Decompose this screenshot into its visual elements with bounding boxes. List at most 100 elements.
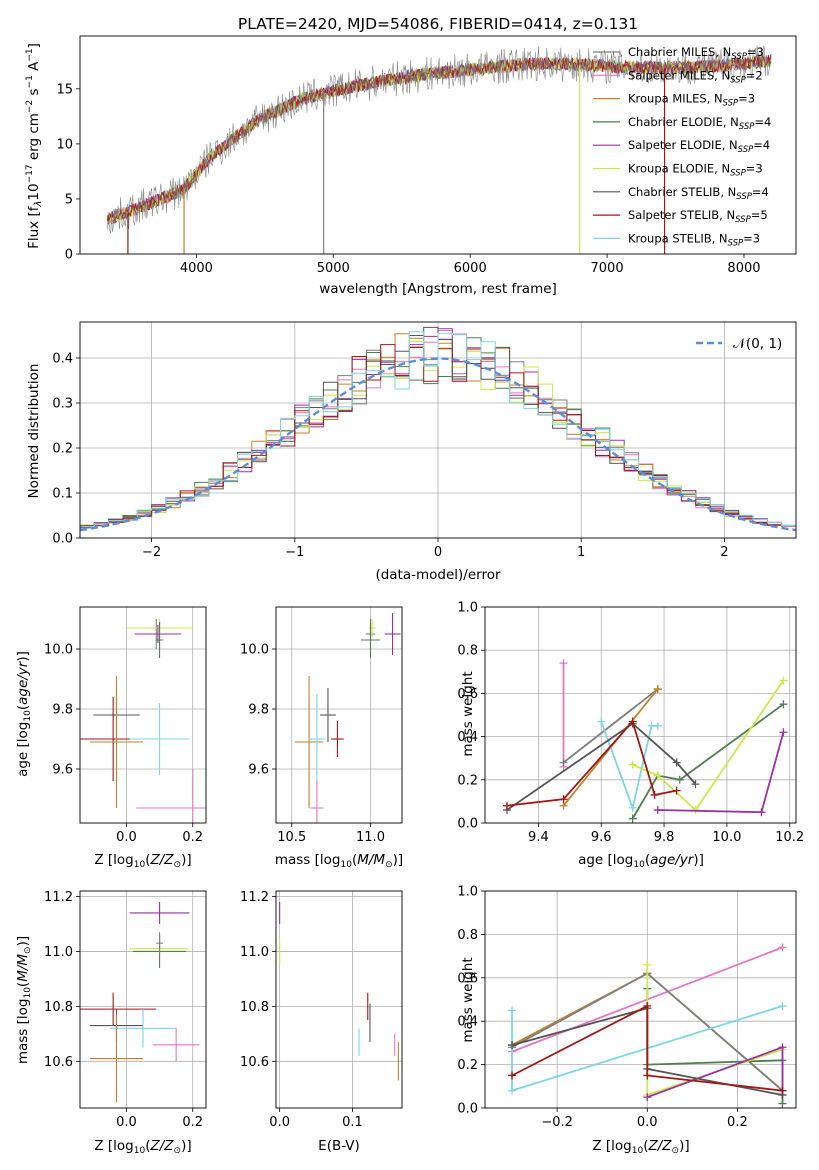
weight-z-marker-salpeter_stelib bbox=[508, 1071, 517, 1080]
age-ylabel: age [log10(age/yr)] bbox=[15, 651, 33, 777]
weight-age-line-chabrier_elodie bbox=[631, 703, 784, 820]
spectrum-ytick-label: 0 bbox=[65, 248, 73, 263]
z-xlabel-close: )] bbox=[181, 852, 192, 868]
age-ylabel-close: )] bbox=[15, 651, 31, 662]
mass-z-points bbox=[80, 901, 200, 1103]
weight-age-marker-salpeter_elodie bbox=[779, 728, 788, 737]
residuals-ylabel: Normed distribution bbox=[26, 364, 42, 499]
weight-z-xtick-label: 0.2 bbox=[727, 1115, 748, 1130]
legend-label-kroupa_miles: Kroupa MILES, NSSP=3 bbox=[628, 92, 755, 109]
spectrum-xtick-label: 6000 bbox=[454, 261, 487, 276]
residuals-xtick-label: −1 bbox=[285, 545, 304, 560]
z2-xlabel-sun: ⊙ bbox=[174, 1146, 182, 1156]
weight-age-line-chabrier_stelib bbox=[506, 722, 697, 811]
weight-age-xtick-label: 10.0 bbox=[712, 830, 741, 845]
ylabel-exp: −17 bbox=[25, 164, 35, 183]
weight-z-marker-kroupa_stelib bbox=[508, 1006, 517, 1015]
spectrum-xtick-label: 4000 bbox=[180, 261, 213, 276]
ylabel-part: 10 bbox=[26, 183, 42, 200]
mass-ebv-ytick-label: 11.2 bbox=[240, 890, 269, 905]
ylabel-exp: −2 bbox=[25, 100, 35, 113]
z-xlabel-sub: 10 bbox=[134, 860, 146, 870]
legend-label-chabrier_elodie: Chabrier ELODIE, NSSP=4 bbox=[628, 115, 771, 132]
mass-z-xtick-label: 0.2 bbox=[182, 1115, 203, 1130]
weight-z-ytick-label: 0.6 bbox=[457, 971, 478, 986]
age-mass-ytick-label: 9.6 bbox=[248, 763, 269, 778]
weight-age-marker-salpeter_stelib bbox=[559, 795, 568, 804]
legend-label-kroupa_elodie: Kroupa ELODIE, NSSP=3 bbox=[628, 162, 763, 179]
weight-z-line-salpeter_stelib bbox=[511, 1004, 783, 1092]
wz-xlabel-close: )] bbox=[679, 1138, 690, 1154]
weight-age-marker-kroupa_stelib bbox=[628, 803, 637, 812]
legend-text: Salpeter STELIB, N bbox=[628, 208, 735, 222]
z2-xlabel-close: )] bbox=[181, 1138, 192, 1154]
weight-age-marker-chabrier_elodie bbox=[628, 814, 637, 823]
weight-age-frame bbox=[484, 606, 797, 824]
age-z-xtick-label: 0.0 bbox=[116, 830, 137, 845]
mass-ebv-ytick-label: 11.0 bbox=[240, 945, 269, 960]
spectrum-ylabel-text: Flux [fλ10−17 erg cm−2 s−1 A−1] bbox=[25, 43, 44, 249]
z2-xlabel-sub: 10 bbox=[134, 1146, 146, 1156]
wa-xlabel-main: age [log bbox=[578, 852, 633, 868]
legend-sub: SSP bbox=[728, 238, 744, 248]
mass-z-xtick-label: 0.0 bbox=[116, 1115, 137, 1130]
legend-sub: SSP bbox=[730, 75, 746, 85]
mass-ylabel-main: mass [log bbox=[15, 999, 31, 1065]
mass-z-ytick-label: 11.2 bbox=[44, 890, 73, 905]
gaussian-curve bbox=[80, 357, 796, 532]
residuals-ytick-label: 0.3 bbox=[52, 397, 73, 412]
weight-age-marker-kroupa_stelib bbox=[597, 717, 606, 726]
ylabel-sub-lambda: λ bbox=[33, 201, 44, 208]
legend-text: Kroupa ELODIE, N bbox=[628, 162, 730, 176]
age-vs-mass-panel: 10.5 11.0 9.6 9.8 10.0 bbox=[240, 606, 403, 845]
age-ylabel-tail: ( bbox=[15, 705, 31, 710]
weight-z-marker-kroupa_elodie bbox=[643, 960, 652, 969]
ylabel-part: s bbox=[26, 88, 42, 99]
legend-sub: SSP bbox=[738, 145, 754, 155]
weight-age-series bbox=[502, 659, 788, 823]
age-ylabel-main: age [log bbox=[15, 722, 31, 777]
residuals-ytick-label: 0.2 bbox=[52, 442, 73, 457]
wz-xlabel-sun: ⊙ bbox=[672, 1146, 680, 1156]
weight-age-ylabel: mass weight bbox=[460, 671, 476, 756]
age-mass-xlabel: mass [log10(M/M⊙)] bbox=[275, 852, 403, 870]
age-mass-ytick-label: 9.8 bbox=[248, 703, 269, 718]
weight-z-series bbox=[508, 943, 787, 1108]
weight-z-ytick-label: 0.8 bbox=[457, 928, 478, 943]
mass-ebv-points bbox=[279, 901, 399, 1081]
legend-text: Chabrier MILES, N bbox=[628, 45, 731, 59]
residuals-ytick-label: 0.4 bbox=[52, 352, 73, 367]
mass-xlabel-open: ( bbox=[352, 852, 357, 868]
age-ylabel-italic: age/yr bbox=[15, 660, 31, 705]
weight-age-marker-kroupa_elodie bbox=[653, 771, 662, 780]
weight-age-marker-salpeter_stelib bbox=[650, 790, 659, 799]
spectrum-ytick-label: 15 bbox=[56, 82, 73, 97]
z2-xlabel-main: Z [log bbox=[94, 1138, 133, 1154]
spectrum-frame bbox=[79, 35, 797, 255]
mass-xlabel-close: )] bbox=[393, 852, 404, 868]
residuals-xtick-label: 0 bbox=[434, 545, 442, 560]
mass-ylabel-sub: 10 bbox=[23, 987, 33, 999]
ylabel-part: A bbox=[26, 61, 42, 75]
mass-z-ytick-label: 11.0 bbox=[44, 945, 73, 960]
residuals-ytick-label: 0.0 bbox=[52, 532, 73, 547]
weight-age-marker-chabrier_stelib bbox=[672, 758, 681, 767]
weight-z-xtick-label: 0.0 bbox=[637, 1115, 658, 1130]
legend-text: Chabrier ELODIE, N bbox=[628, 115, 739, 129]
z-xlabel-sun: ⊙ bbox=[174, 860, 182, 870]
residuals-ytick-label: 0.1 bbox=[52, 487, 73, 502]
legend-label-salpeter_elodie: Salpeter ELODIE, NSSP=4 bbox=[628, 138, 770, 155]
residuals-xtick-label: 1 bbox=[577, 545, 585, 560]
wa-xlabel-sub: 10 bbox=[633, 860, 645, 870]
ylabel-part: Flux [f bbox=[26, 205, 42, 249]
mass-ebv-ytick-label: 10.6 bbox=[240, 1055, 269, 1070]
weight-vs-metallicity-panel: −0.2 0.0 0.2 0.0 0.2 0.4 0.6 0.8 1.0 bbox=[457, 885, 797, 1130]
mass-vs-ebv-panel: 0.0 0.1 10.6 10.8 11.0 11.2 bbox=[240, 890, 403, 1130]
wa-xlabel-open: ( bbox=[645, 852, 650, 868]
mass-xlabel-main: mass [log bbox=[275, 852, 341, 868]
ylabel-exp: −1 bbox=[25, 48, 35, 61]
residuals-xtick-label: −2 bbox=[142, 545, 161, 560]
weight-z-ytick-label: 0.4 bbox=[457, 1015, 478, 1030]
age-z-points bbox=[80, 619, 206, 823]
